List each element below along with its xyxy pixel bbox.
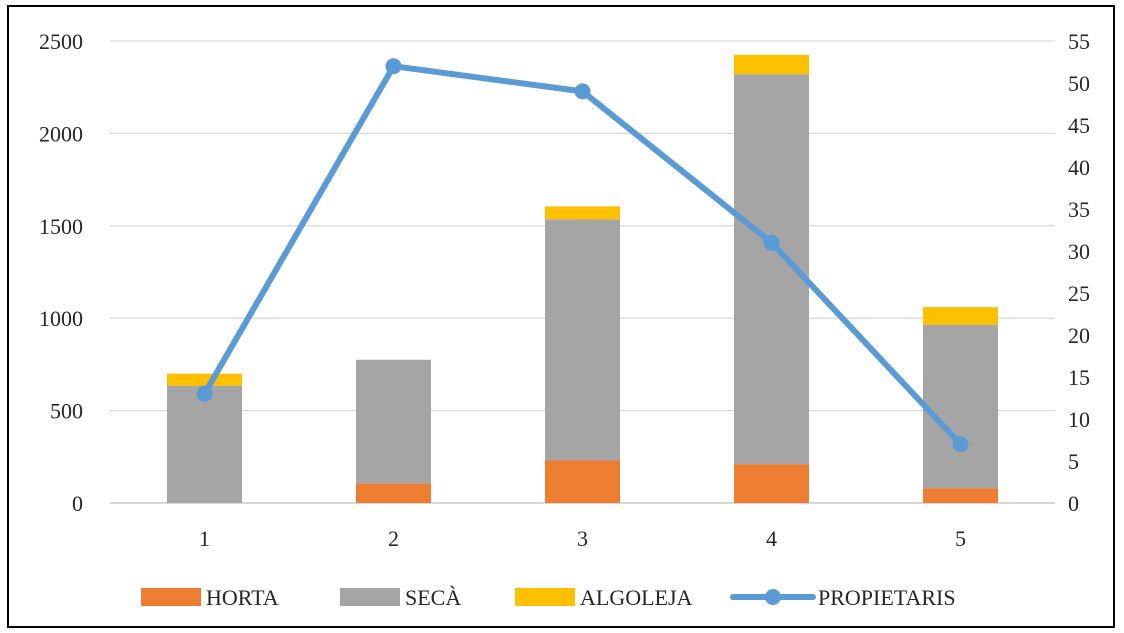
line-point-propietaris — [385, 58, 402, 75]
bars — [167, 54, 998, 503]
bar-algoleja — [167, 373, 242, 386]
bar-algoleja — [923, 307, 998, 325]
right-axis-tick-label: 45 — [1068, 113, 1090, 138]
right-axis-tick-label: 10 — [1068, 407, 1090, 432]
left-axis-labels: 0 500 1000 1500 2000 2500 — [39, 29, 83, 516]
x-axis-tick-label: 2 — [388, 526, 399, 551]
bar-sec- — [923, 324, 998, 489]
right-axis-tick-label: 30 — [1068, 239, 1090, 264]
line-series — [196, 58, 969, 453]
bar-algoleja — [734, 54, 809, 75]
right-axis-tick-label: 15 — [1068, 365, 1090, 390]
left-axis-tick-label: 2500 — [39, 29, 83, 54]
right-axis-tick-label: 5 — [1068, 449, 1079, 474]
right-axis-tick-label: 20 — [1068, 323, 1090, 348]
left-axis-tick-label: 2000 — [39, 121, 83, 146]
right-axis-labels: 0 5 10 15 20 25 30 35 40 45 50 55 — [1068, 29, 1090, 516]
bar-horta — [734, 464, 809, 503]
x-axis-tick-label: 1 — [199, 526, 210, 551]
left-axis-tick-label: 0 — [72, 491, 83, 516]
legend-label-propietaris: PROPIETARIS — [818, 585, 956, 610]
legend: HORTA SECÀ ALGOLEJA PROPIETARIS — [141, 585, 956, 610]
line-point-propietaris — [952, 436, 969, 453]
legend-swatch-sec- — [340, 588, 400, 606]
right-axis-tick-label: 0 — [1068, 491, 1079, 516]
bar-sec- — [356, 359, 431, 484]
legend-label-horta: HORTA — [206, 585, 279, 610]
legend-marker-propietaris — [765, 589, 781, 605]
x-axis-tick-label: 3 — [577, 526, 588, 551]
legend-swatch-horta — [141, 588, 201, 606]
bar-horta — [923, 488, 998, 503]
right-axis-tick-label: 40 — [1068, 155, 1090, 180]
bar-sec- — [167, 385, 242, 503]
right-axis-tick-label: 55 — [1068, 29, 1090, 54]
bar-sec- — [545, 219, 620, 461]
x-axis-tick-label: 5 — [955, 526, 966, 551]
left-axis-tick-label: 1500 — [39, 214, 83, 239]
legend-label-sec-: SECÀ — [405, 585, 461, 610]
category-labels: 1 2 3 4 5 — [199, 526, 966, 551]
bar-horta — [356, 483, 431, 503]
line-point-propietaris — [574, 83, 591, 100]
left-axis-tick-label: 500 — [50, 399, 83, 424]
right-axis-tick-label: 50 — [1068, 71, 1090, 96]
line-point-propietaris — [196, 385, 213, 402]
gridlines — [110, 40, 1055, 504]
x-axis-tick-label: 4 — [766, 526, 777, 551]
right-axis-tick-label: 25 — [1068, 281, 1090, 306]
right-axis-tick-label: 35 — [1068, 197, 1090, 222]
legend-label-algoleja: ALGOLEJA — [580, 585, 693, 610]
bar-horta — [545, 460, 620, 503]
bar-algoleja — [545, 206, 620, 220]
legend-swatch-algoleja — [515, 588, 575, 606]
left-axis-tick-label: 1000 — [39, 306, 83, 331]
line-point-propietaris — [763, 234, 780, 251]
